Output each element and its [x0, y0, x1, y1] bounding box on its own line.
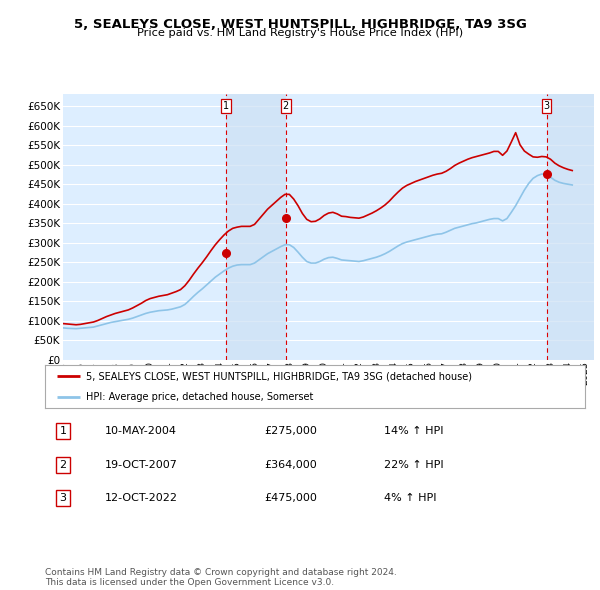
Text: Contains HM Land Registry data © Crown copyright and database right 2024.
This d: Contains HM Land Registry data © Crown c…	[45, 568, 397, 587]
Text: HPI: Average price, detached house, Somerset: HPI: Average price, detached house, Some…	[86, 392, 313, 402]
Text: 14% ↑ HPI: 14% ↑ HPI	[384, 426, 443, 436]
Text: 3: 3	[544, 101, 550, 111]
Text: 1: 1	[59, 426, 67, 436]
Bar	[547, 94, 594, 360]
Text: Price paid vs. HM Land Registry's House Price Index (HPI): Price paid vs. HM Land Registry's House …	[137, 28, 463, 38]
Text: £364,000: £364,000	[264, 460, 317, 470]
Text: 22% ↑ HPI: 22% ↑ HPI	[384, 460, 443, 470]
Text: 19-OCT-2007: 19-OCT-2007	[105, 460, 178, 470]
Text: 2: 2	[59, 460, 67, 470]
Text: £275,000: £275,000	[264, 426, 317, 436]
Text: 5, SEALEYS CLOSE, WEST HUNTSPILL, HIGHBRIDGE, TA9 3SG: 5, SEALEYS CLOSE, WEST HUNTSPILL, HIGHBR…	[74, 18, 526, 31]
Text: 5, SEALEYS CLOSE, WEST HUNTSPILL, HIGHBRIDGE, TA9 3SG (detached house): 5, SEALEYS CLOSE, WEST HUNTSPILL, HIGHBR…	[86, 372, 472, 381]
Text: 3: 3	[59, 493, 67, 503]
Text: £475,000: £475,000	[264, 493, 317, 503]
Text: 2: 2	[283, 101, 289, 111]
Text: 10-MAY-2004: 10-MAY-2004	[105, 426, 177, 436]
Text: 1: 1	[223, 101, 229, 111]
Text: 4% ↑ HPI: 4% ↑ HPI	[384, 493, 437, 503]
Text: 12-OCT-2022: 12-OCT-2022	[105, 493, 178, 503]
Bar	[226, 94, 286, 360]
